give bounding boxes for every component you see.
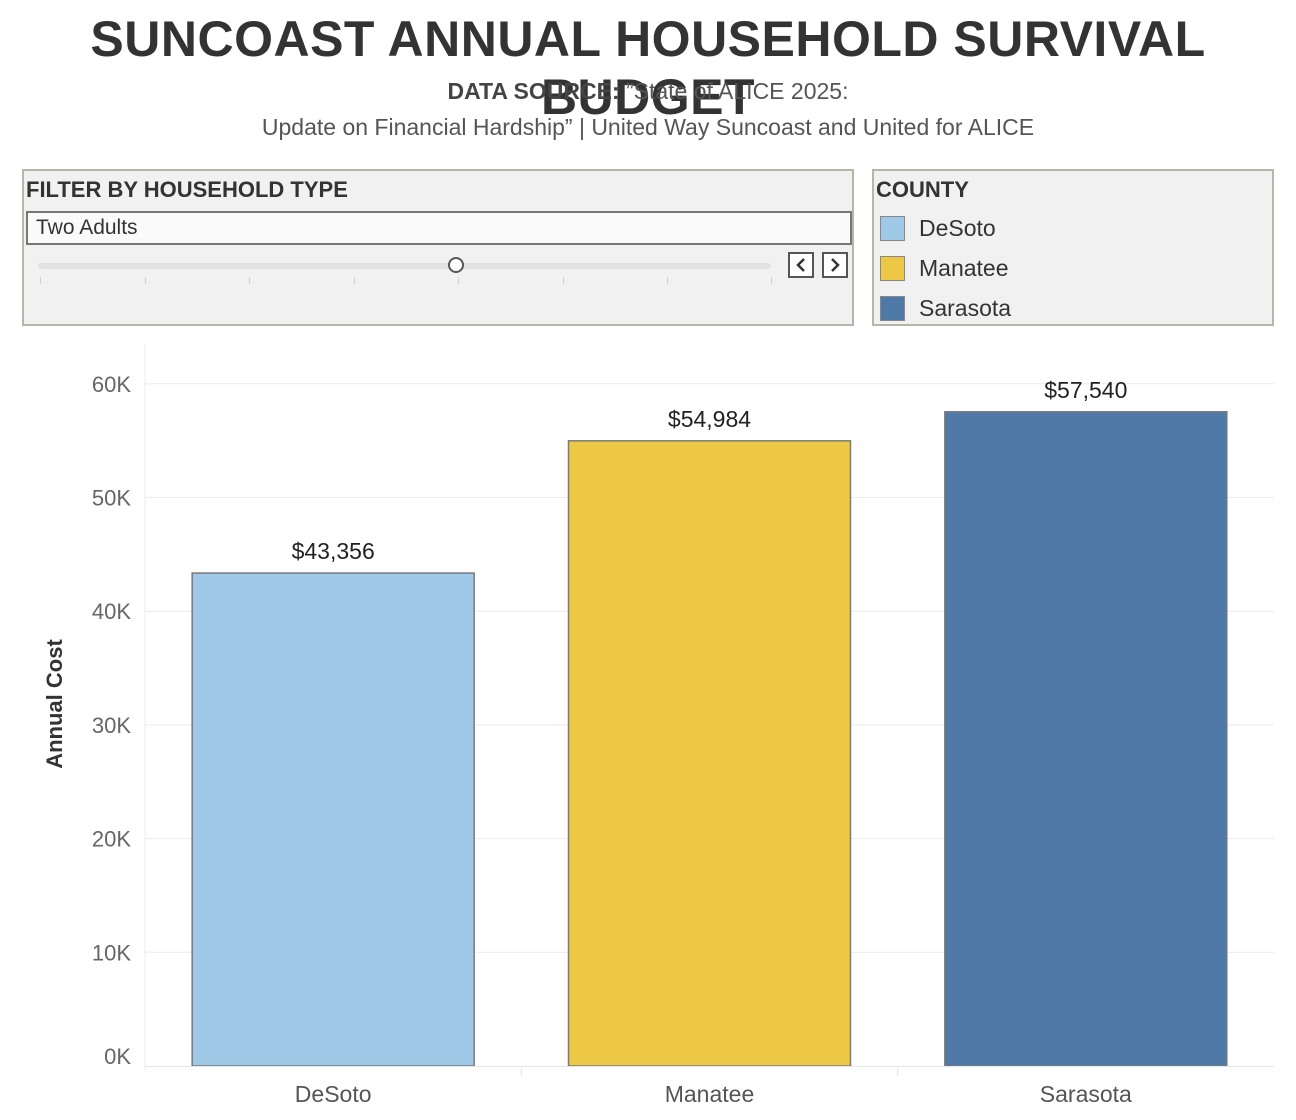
legend-label: Sarasota [919,295,1012,321]
y-axis-title: Annual Cost [42,639,67,769]
bar-chart: 0K 10K 20K 30K 40K 50K 60K Annual Cost $43,356 De… [42,344,1274,1107]
y-tick-label: 40K [92,599,131,624]
y-tick-label: 10K [92,940,131,965]
legend-swatch [880,216,905,241]
data-source-line-2: Update on Financial Hardship” | United W… [261,114,1035,140]
slider-tick [354,277,355,284]
legend-title: COUNTY [876,177,969,202]
bar-manatee [567,440,852,1067]
slider-thumb[interactable] [447,257,464,273]
y-tick-label: 30K [92,713,131,738]
chevron-left-icon [796,258,805,272]
bar-sarasota [944,411,1228,1067]
x-tick-label: DeSoto [295,1081,372,1107]
data-source-line-1: DATA SOURCE: ”State of ALICE 2025: [0,78,1296,105]
filter-title: FILTER BY HOUSEHOLD TYPE [26,177,348,202]
household-type-dropdown[interactable]: Two Adults [26,211,852,245]
bar-desoto [191,572,475,1067]
y-tick-label: 0K [104,1044,131,1069]
data-label: $43,356 [292,538,375,564]
slider-tick [667,277,668,284]
y-tick-label: 50K [92,485,131,510]
legend-swatch [880,296,905,321]
slider-tick [40,277,41,284]
next-button[interactable] [822,252,848,278]
legend-label: DeSoto [919,215,996,241]
x-tick-label: Manatee [665,1081,755,1107]
legend-swatch [880,256,905,281]
slider-tick [249,277,250,284]
county-legend: COUNTY DeSoto Manatee Sarasota [872,169,1274,326]
previous-button[interactable] [788,252,814,278]
slider-tick [145,277,146,284]
slider-tick [771,277,772,284]
page-title: SUNCOAST ANNUAL HOUSEHOLD SURVIVAL BUDGE… [90,11,1206,125]
data-source-citation: ”State of ALICE 2025: [625,78,849,104]
data-label: $57,540 [1044,377,1127,403]
household-type-slider[interactable] [38,263,771,269]
data-source-label: DATA SOURCE: [447,78,620,104]
y-tick-label: 20K [92,827,131,852]
slider-tick [458,277,459,284]
legend-label: Manatee [919,255,1009,281]
data-label: $54,984 [668,406,751,432]
chevron-right-icon [831,258,840,272]
y-tick-label: 60K [92,372,131,397]
slider-tick [563,277,564,284]
x-tick-label: Sarasota [1040,1081,1132,1107]
household-type-filter: FILTER BY HOUSEHOLD TYPE Two Adults [22,169,854,326]
